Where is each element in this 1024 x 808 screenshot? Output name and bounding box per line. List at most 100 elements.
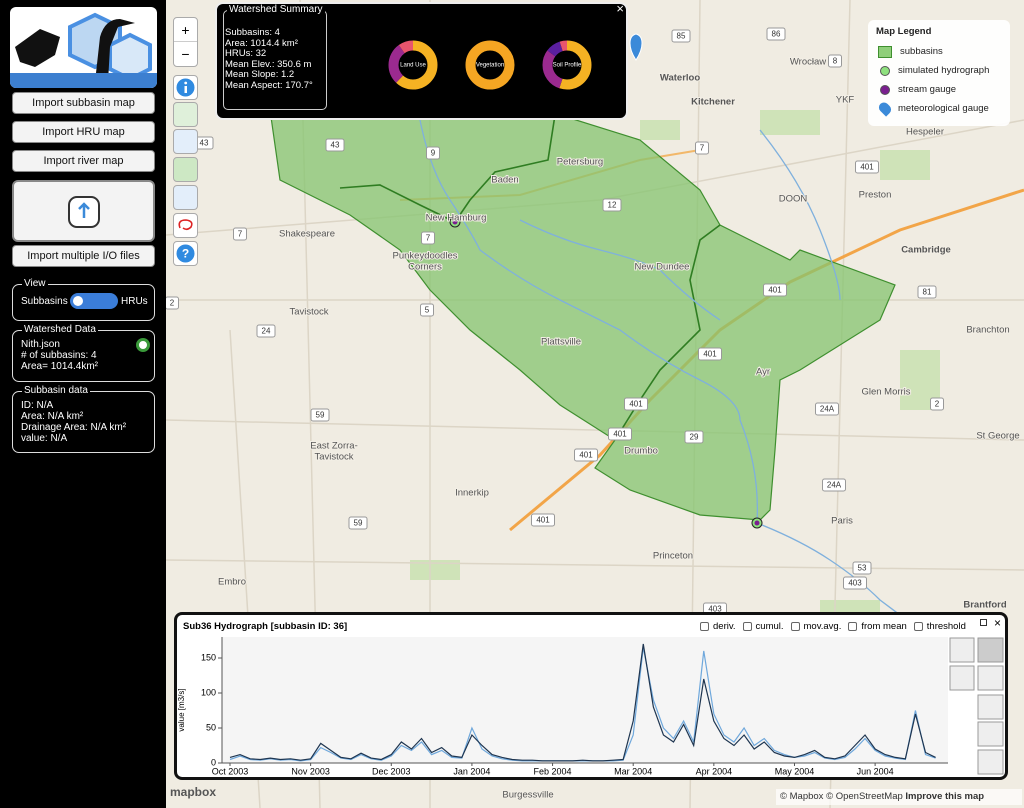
road-shield-label: 43 xyxy=(200,139,209,148)
chart-tool[interactable] xyxy=(977,721,1004,747)
chart-tool[interactable] xyxy=(977,665,1004,691)
road-shield-label: 403 xyxy=(708,605,722,614)
lasso-tool[interactable] xyxy=(173,213,198,238)
road-shield xyxy=(233,227,247,241)
road-shield xyxy=(624,397,648,411)
maximize-button[interactable] xyxy=(980,619,987,626)
river xyxy=(519,219,721,321)
import-multiple-button[interactable]: Import multiple I/O files xyxy=(12,245,155,267)
view-left-label: Subbasins xyxy=(21,296,68,307)
view-toggle[interactable] xyxy=(70,293,118,309)
legend-item: simulated hydrograph xyxy=(878,61,989,80)
chart-tool[interactable] xyxy=(977,694,1004,720)
road-shield xyxy=(815,402,839,416)
attribution-text: © Mapbox © OpenStreetMap xyxy=(780,791,903,802)
upload-icon xyxy=(68,196,100,228)
road-shield-label: 59 xyxy=(354,519,363,528)
meteorological-gauge-marker[interactable] xyxy=(629,33,643,61)
road-shield-label: 53 xyxy=(858,564,867,573)
road-shield-label: 59 xyxy=(316,411,325,420)
subbasin-data-line: value: N/A xyxy=(21,433,68,444)
x-tick-label: Apr 2004 xyxy=(696,766,733,776)
road-shield xyxy=(166,296,179,310)
legend-marker xyxy=(880,84,890,95)
river-tool[interactable] xyxy=(173,129,198,154)
place-label: Brantford xyxy=(963,600,1006,611)
download-tool[interactable] xyxy=(977,749,1004,775)
road-shield-label: 401 xyxy=(579,451,593,460)
subbasin-border xyxy=(454,114,556,223)
zoom-in[interactable]: + xyxy=(174,18,197,42)
checkbox xyxy=(700,622,709,631)
hydrograph-chart: 0 50 100 150 value [m3/s] Oct 2003 Nov 2003 Dec… xyxy=(177,637,1004,776)
zoom-control: + − xyxy=(173,17,198,67)
legend-item: stream gauge xyxy=(878,80,989,99)
zoom-out[interactable]: − xyxy=(181,46,190,62)
stream-gauge-marker[interactable] xyxy=(452,219,458,225)
place-label: Burgessville xyxy=(502,790,553,801)
upload-drop-zone[interactable] xyxy=(12,180,155,242)
donut-label: Land Use xyxy=(400,63,426,69)
hru-tool[interactable] xyxy=(173,157,198,182)
watershed-data-title: Watershed Data xyxy=(22,324,98,335)
import-river-button[interactable]: Import river map xyxy=(12,150,155,172)
park xyxy=(880,150,930,180)
option-checkbox[interactable]: cumul. xyxy=(742,621,784,632)
road-shield-label: 5 xyxy=(425,306,430,315)
road-shield-label: 29 xyxy=(690,433,699,442)
donut-segment xyxy=(542,40,592,90)
legend-marker xyxy=(876,100,894,117)
summary-close[interactable]: × xyxy=(616,1,624,16)
checkbox-label: cumul. xyxy=(755,621,784,632)
logo-water xyxy=(10,73,157,88)
x-tick-label: Oct 2003 xyxy=(212,766,249,776)
summary-line: Mean Elev.: 350.6 m xyxy=(225,58,312,70)
summary-line: HRUs: 32 xyxy=(225,48,267,59)
place-label: Embro xyxy=(218,577,246,588)
option-checkbox[interactable]: from mean xyxy=(848,621,907,632)
subbasin-tool[interactable] xyxy=(173,102,198,127)
donut-label: Soil Profile xyxy=(553,63,582,69)
stream-gauge-marker[interactable] xyxy=(754,520,760,526)
road-shield-label: 401 xyxy=(703,350,717,359)
place-label: Waterloo xyxy=(660,73,700,84)
option-checkbox[interactable]: mov.avg. xyxy=(790,621,841,632)
road-shield-label: 24A xyxy=(820,405,835,414)
chart-tool[interactable] xyxy=(977,637,1004,663)
option-checkbox[interactable]: deriv. xyxy=(700,621,736,632)
chart-tool[interactable] xyxy=(949,665,975,691)
chart-tool[interactable] xyxy=(949,637,975,663)
help-icon: ? xyxy=(176,244,195,263)
place-label: Kitchener xyxy=(691,97,735,108)
x-tick-label: May 2004 xyxy=(775,766,815,776)
road-shield-label: 401 xyxy=(536,516,550,525)
road-shield-label: 2 xyxy=(170,299,175,308)
road-shield-label: 24 xyxy=(262,327,271,336)
improve-map-link[interactable]: Improve this map xyxy=(905,791,985,802)
road-shield-label: 9 xyxy=(431,149,436,158)
place-label: Corners xyxy=(408,262,442,273)
upload-icon-arrow xyxy=(78,202,90,218)
place-label: Ayr xyxy=(756,367,770,378)
import-subbasin-button[interactable]: Import subbasin map xyxy=(12,92,155,114)
info-tool[interactable] xyxy=(173,75,198,100)
hydrograph-close[interactable]: × xyxy=(994,616,1002,630)
road-shield xyxy=(608,427,632,441)
road-shield xyxy=(574,448,598,462)
x-tick-label: Mar 2004 xyxy=(614,766,652,776)
river xyxy=(419,119,759,524)
hydrograph-title: Sub36 Hydrograph [subbasin ID: 36] xyxy=(183,621,348,632)
place-label: Branchton xyxy=(966,325,1009,336)
road-shield xyxy=(531,513,555,527)
donut-segment xyxy=(388,40,438,90)
watershed-toggle-icon[interactable] xyxy=(136,338,150,352)
place-label: Tavistock xyxy=(314,452,353,463)
search-tool[interactable] xyxy=(173,185,198,210)
road-shield xyxy=(420,303,434,317)
place-label: Princeton xyxy=(653,551,693,562)
info-icon xyxy=(176,78,195,97)
import-hru-button[interactable]: Import HRU map xyxy=(12,121,155,143)
help-tool[interactable]: ? xyxy=(173,241,198,266)
attribution: © Mapbox © OpenStreetMap Improve this ma… xyxy=(776,789,1022,805)
option-checkbox[interactable]: threshold xyxy=(913,621,966,632)
